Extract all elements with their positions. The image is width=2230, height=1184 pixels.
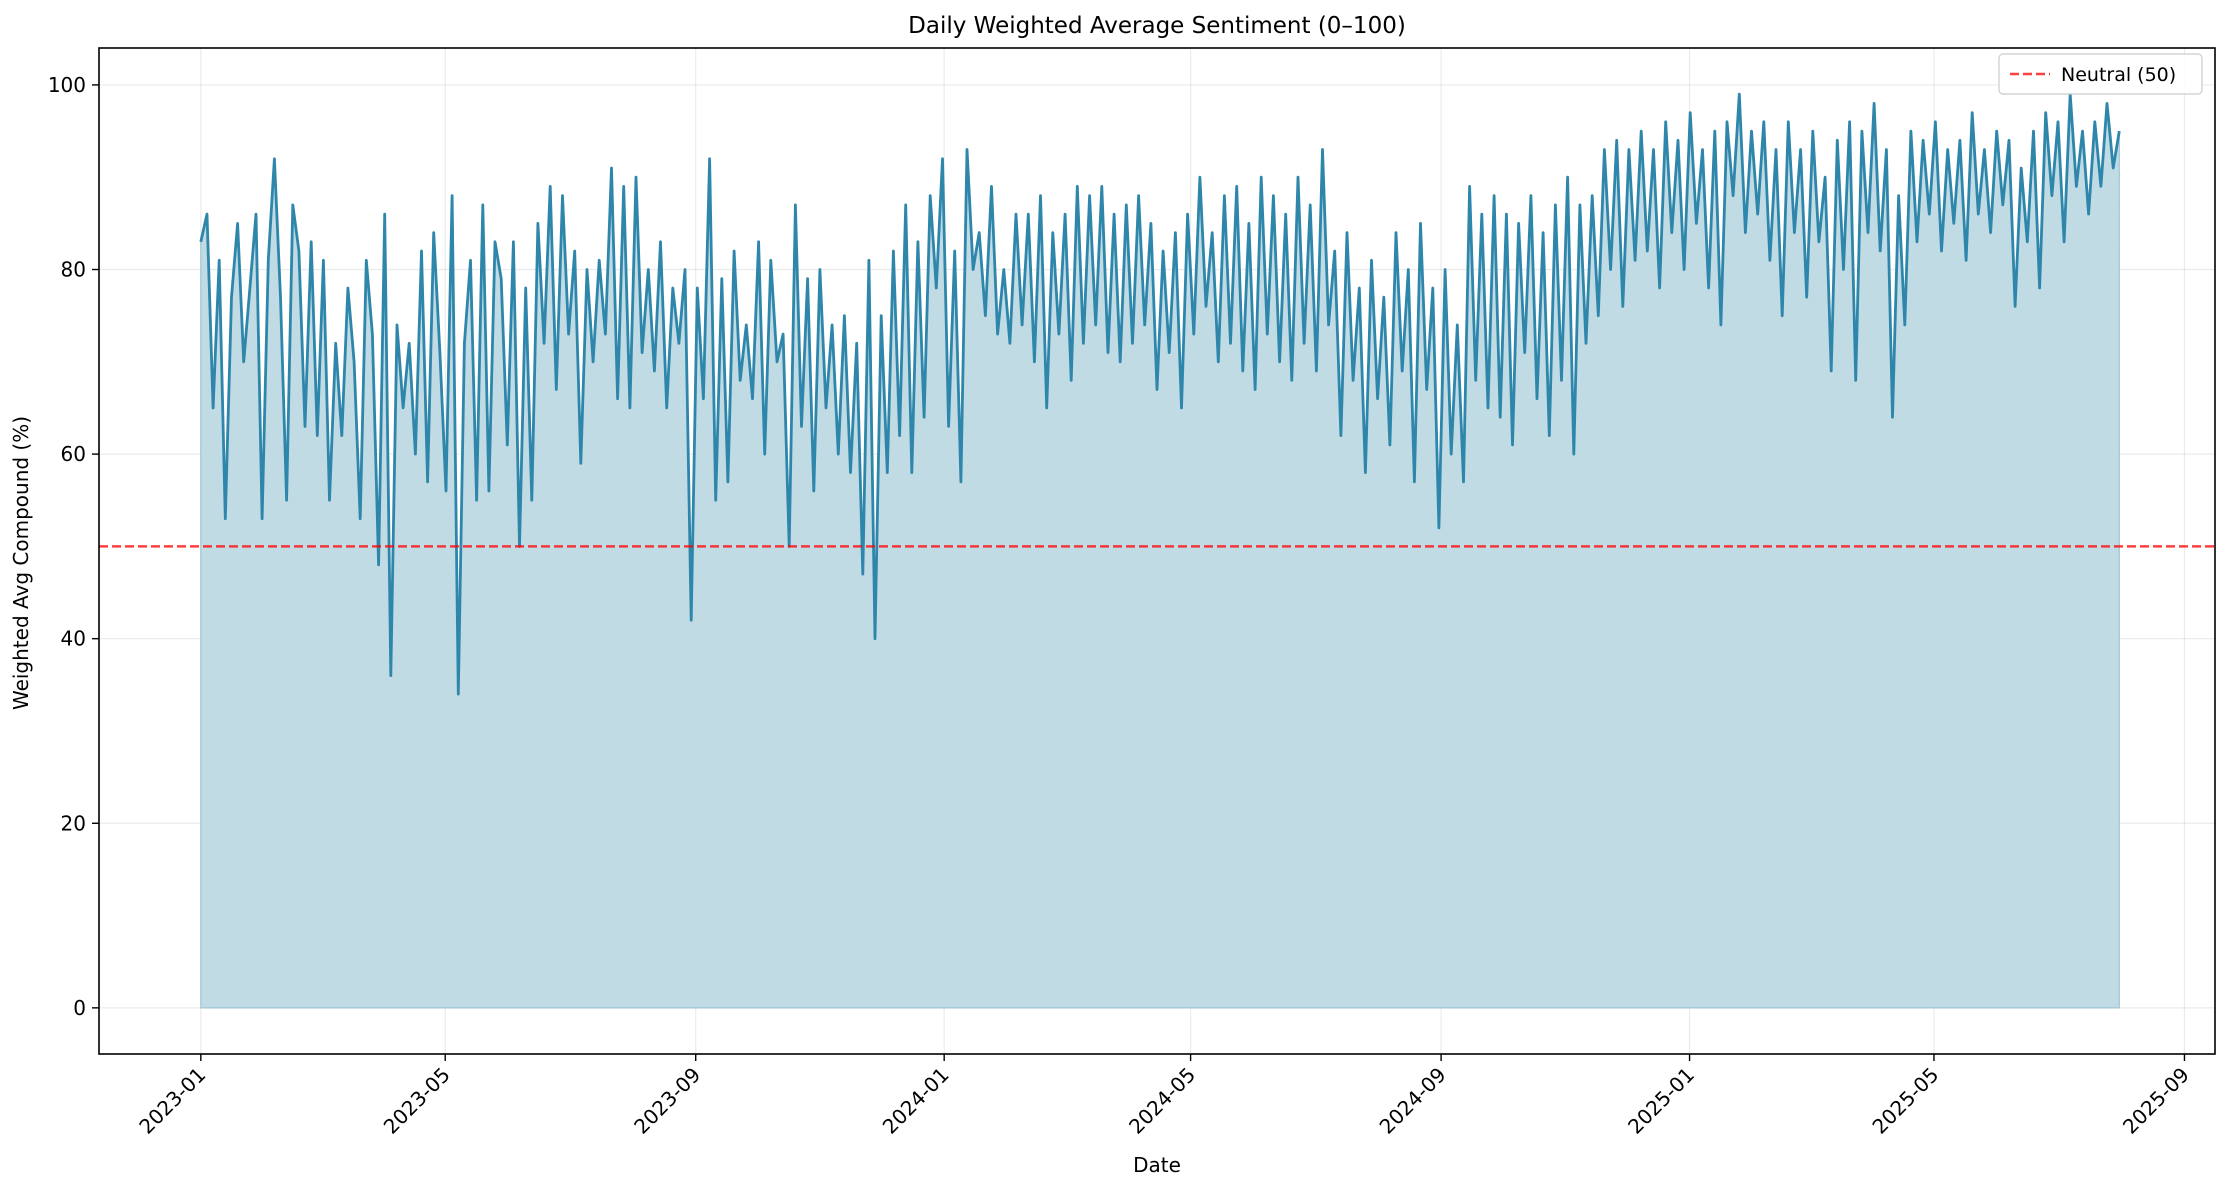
legend: Neutral (50) (1998, 53, 2203, 95)
series-line (199, 92, 2121, 696)
y-tick-label: 100 (48, 73, 86, 97)
legend-box (1998, 53, 2203, 95)
legend-neutral-label: Neutral (50) (2061, 64, 2176, 86)
x-axis-label: Date (1133, 1153, 1181, 1177)
y-tick-label: 0 (73, 996, 86, 1020)
y-tick-label: 80 (61, 258, 86, 282)
plot-frame (98, 47, 2216, 1055)
y-tick-label: 40 (61, 627, 86, 651)
y-axis-label: Weighted Avg Compound (%) (9, 416, 33, 710)
series-line-layer (199, 92, 2121, 696)
y-tick-label: 60 (61, 442, 86, 466)
y-axis-ticks: 0 20 40 60 80 100 (48, 73, 99, 1020)
chart-title: Daily Weighted Average Sentiment (0–100) (908, 13, 1406, 39)
y-tick-label: 20 (61, 811, 86, 835)
